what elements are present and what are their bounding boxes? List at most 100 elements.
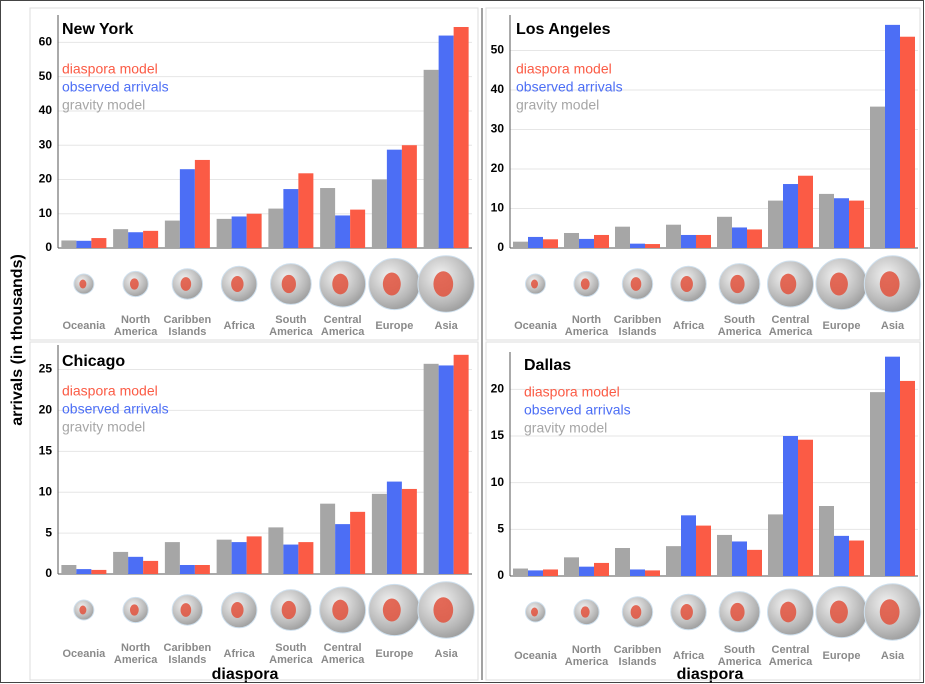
panel-frame bbox=[485, 7, 921, 341]
bar bbox=[819, 506, 834, 576]
bar bbox=[320, 188, 336, 248]
bar bbox=[732, 227, 747, 248]
legend-label: diaspora model bbox=[62, 61, 158, 77]
globe-continent bbox=[531, 279, 538, 289]
x-tick-label: Oceania bbox=[62, 648, 106, 660]
bar bbox=[696, 234, 711, 248]
bar bbox=[371, 179, 387, 248]
x-tick-label: Central America bbox=[768, 314, 813, 338]
legend-label: diaspora model bbox=[524, 384, 620, 400]
bar bbox=[681, 234, 696, 248]
bar bbox=[423, 363, 439, 574]
x-tick-label: Central America bbox=[320, 314, 365, 338]
bar bbox=[666, 546, 681, 576]
bar bbox=[666, 224, 681, 248]
bar bbox=[528, 236, 543, 248]
globe-continent bbox=[879, 271, 900, 297]
x-tick-label: South America bbox=[269, 314, 313, 338]
x-tick-label: Africa bbox=[223, 648, 255, 660]
x-tick-label: Europe bbox=[375, 648, 414, 660]
bar bbox=[834, 198, 849, 248]
globe-continent bbox=[580, 606, 590, 618]
y-tick-label: 0 bbox=[497, 240, 504, 254]
y-tick-label: 20 bbox=[491, 382, 505, 396]
y-tick-label: 40 bbox=[39, 103, 53, 117]
bar bbox=[298, 173, 314, 248]
bar bbox=[246, 213, 262, 248]
bar bbox=[798, 439, 813, 576]
x-tick-label: Europe bbox=[822, 650, 861, 662]
y-tick-label: 0 bbox=[45, 240, 52, 254]
globe-continent bbox=[281, 274, 296, 294]
globe-continent bbox=[129, 278, 139, 290]
bar bbox=[438, 365, 454, 574]
y-tick-label: 0 bbox=[45, 566, 52, 580]
y-tick-label: 30 bbox=[491, 122, 505, 136]
bar bbox=[849, 540, 864, 576]
globe-continent bbox=[382, 272, 401, 296]
panel-title: Dallas bbox=[524, 357, 571, 374]
legend-label: observed arrivals bbox=[62, 79, 169, 95]
x-tick-label: Caribben Islands bbox=[163, 642, 212, 666]
y-tick-label: 5 bbox=[497, 522, 504, 536]
globe-continent bbox=[780, 601, 797, 623]
bar bbox=[76, 240, 92, 248]
x-tick-label: South America bbox=[269, 642, 313, 666]
legend-label: diaspora model bbox=[516, 61, 612, 77]
globe-continent bbox=[382, 598, 401, 622]
bar bbox=[179, 565, 195, 574]
globe-continent bbox=[580, 278, 590, 290]
bar bbox=[900, 36, 915, 249]
globe-continent bbox=[630, 277, 642, 291]
bar bbox=[528, 570, 543, 576]
bar bbox=[783, 184, 798, 248]
x-tick-label: Africa bbox=[672, 650, 705, 662]
bar bbox=[246, 536, 262, 574]
bar bbox=[283, 544, 299, 574]
bar bbox=[453, 26, 469, 249]
panel-title: New York bbox=[62, 21, 134, 38]
bar bbox=[615, 548, 630, 576]
bar bbox=[216, 218, 232, 248]
legend-label: diaspora model bbox=[62, 383, 158, 399]
globe-continent bbox=[730, 602, 745, 622]
globe-continent bbox=[531, 607, 538, 617]
bar bbox=[386, 481, 402, 574]
bar bbox=[768, 200, 783, 248]
panel-frame bbox=[29, 7, 479, 341]
bar bbox=[645, 570, 660, 576]
bar bbox=[164, 220, 180, 248]
x-tick-label: Oceania bbox=[62, 320, 106, 332]
x-tick-label: Europe bbox=[375, 320, 414, 332]
bar bbox=[350, 209, 366, 248]
bar bbox=[645, 244, 660, 248]
legend-label: gravity model bbox=[524, 420, 607, 436]
y-tick-label: 10 bbox=[491, 475, 505, 489]
x-tick-label: Caribben Islands bbox=[613, 644, 662, 668]
bar bbox=[681, 515, 696, 576]
y-tick-label: 25 bbox=[39, 362, 53, 376]
bar bbox=[179, 169, 195, 248]
bar bbox=[61, 565, 77, 574]
bar bbox=[194, 159, 210, 248]
bar bbox=[143, 230, 159, 248]
y-tick-label: 10 bbox=[39, 206, 53, 220]
bar bbox=[579, 566, 594, 576]
y-tick-label: 15 bbox=[39, 443, 53, 457]
bar bbox=[870, 106, 885, 249]
y-tick-label: 40 bbox=[491, 82, 505, 96]
bar bbox=[513, 241, 528, 248]
y-tick-label: 20 bbox=[491, 161, 505, 175]
y-tick-label: 50 bbox=[39, 69, 53, 83]
bar bbox=[783, 436, 798, 576]
bar bbox=[298, 542, 314, 574]
bar bbox=[849, 200, 864, 248]
globe-continent bbox=[231, 275, 244, 293]
panel-frame bbox=[485, 341, 921, 681]
bar bbox=[128, 556, 144, 574]
bar bbox=[717, 216, 732, 248]
x-axis-label: diaspora bbox=[677, 666, 744, 683]
globe-continent bbox=[630, 605, 642, 619]
globe-continent bbox=[281, 600, 296, 620]
